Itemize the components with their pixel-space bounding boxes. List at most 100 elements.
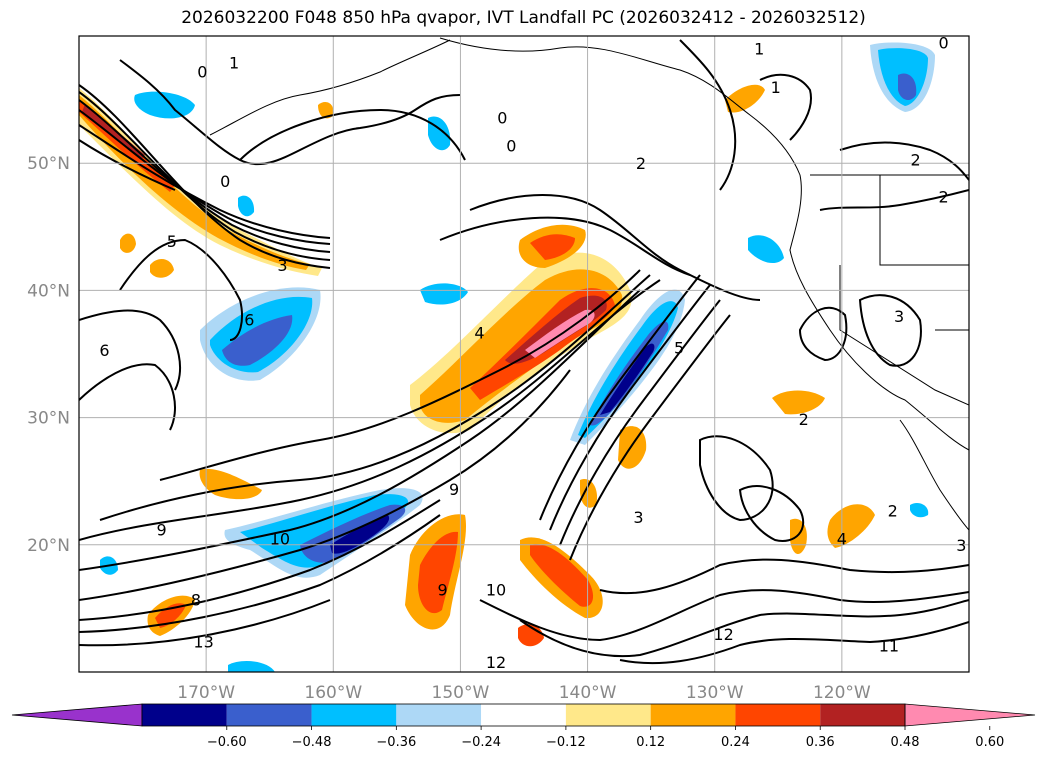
contour-label: 3 [956, 536, 966, 555]
colorbar-segment [565, 704, 651, 726]
positive-anomaly-fill [82, 104, 145, 160]
x-tick-label: 160°W [304, 683, 362, 703]
colorbar-tick-label: −0.60 [207, 735, 247, 750]
colorbar-tick-label: 0.12 [636, 735, 665, 750]
contour-label: 2 [799, 410, 809, 429]
negative-anomaly-fill [600, 343, 655, 415]
colorbar-segment [142, 704, 227, 726]
colorbar-segment [735, 704, 821, 726]
colorbar-extend-low [11, 703, 143, 727]
contour-label: 3 [277, 256, 287, 275]
contour-label: 4 [474, 323, 484, 342]
contour-label: 0 [938, 33, 948, 52]
contour-label: 1 [771, 78, 781, 97]
negative-anomaly-fill [420, 283, 468, 305]
colorbar-segment [650, 704, 736, 726]
x-tick-labels: 170°W 160°W 150°W 140°W 130°W 120°W [177, 683, 871, 703]
positive-anomaly-fill [580, 479, 598, 508]
colorbar-tick-label: 0.24 [721, 735, 750, 750]
y-tick-labels: 50°N 40°N 30°N 20°N [27, 154, 70, 556]
positive-anomaly-fill [618, 426, 647, 469]
negative-anomaly-fill [134, 91, 195, 119]
contour-label: 0 [506, 136, 516, 155]
contour-label: 2 [636, 154, 646, 173]
positive-anomaly-fill [318, 102, 334, 119]
colorbar-segment [481, 704, 566, 726]
negative-anomaly-fill [330, 515, 390, 554]
colorbar-segment [396, 704, 482, 726]
contour-label: 6 [244, 311, 254, 330]
positive-anomaly-fill [155, 603, 186, 628]
positive-anomaly-fill [530, 234, 575, 260]
y-tick-label: 30°N [27, 409, 70, 429]
positive-anomaly-fill [150, 258, 174, 278]
y-tick-label: 50°N [27, 154, 70, 174]
colorbar-frame [141, 703, 906, 727]
contour-label: 0 [197, 63, 207, 82]
negative-anomaly-fill [228, 660, 275, 672]
ivt-contour-layer [79, 39, 969, 665]
x-tick-label: 170°W [177, 683, 235, 703]
positive-anomaly-fill [418, 531, 458, 614]
contour-label: 9 [449, 480, 459, 499]
chart-title: 2026032200 F048 850 hPa qvapor, IVT Land… [181, 8, 866, 28]
contour-label: 5 [674, 339, 684, 358]
contour-label: 3 [894, 307, 904, 326]
contour-label: 0 [220, 172, 230, 191]
positive-anomaly-fill [120, 233, 136, 253]
colorbar-segment [820, 704, 905, 726]
contour-label: 2 [888, 501, 898, 520]
contour-label: 9 [157, 521, 167, 540]
negative-anomaly-fill [222, 315, 293, 366]
colorbar-segment [311, 704, 397, 726]
contour-label: 1 [229, 54, 239, 73]
colorbar: −0.60 −0.48 −0.36 −0.24 −0.12 0.12 0.24 0.36 0.4… [11, 703, 1036, 750]
contour-label: 10 [486, 580, 506, 599]
positive-anomaly-fill [518, 624, 544, 647]
colorbar-tick-label: −0.24 [461, 735, 501, 750]
negative-anomaly-fill [898, 73, 917, 101]
graticule [79, 36, 969, 672]
colorbar-tick-label: 0.48 [891, 735, 920, 750]
x-tick-label: 130°W [686, 683, 744, 703]
positive-anomaly-fill [530, 544, 594, 607]
y-tick-label: 20°N [27, 536, 70, 556]
contour-label: 13 [193, 632, 213, 651]
negative-anomaly-fill [240, 494, 409, 568]
x-tick-label: 150°W [432, 683, 490, 703]
coastline-layer [209, 37, 969, 531]
contour-label: 10 [270, 529, 290, 548]
contour-label: 0 [497, 108, 507, 127]
contour-label: 3 [633, 508, 643, 527]
contour-label: 12 [713, 625, 733, 644]
positive-anomaly-fill [725, 84, 765, 113]
contour-label: 2 [911, 150, 921, 169]
colorbar-tick-label: −0.48 [292, 735, 332, 750]
contour-label: 12 [486, 653, 506, 672]
x-tick-label: 140°W [559, 683, 617, 703]
contour-label: 11 [879, 636, 899, 655]
colorbar-extend-high [904, 703, 1036, 727]
contour-label: 6 [99, 341, 109, 360]
colorbar-segment [226, 704, 312, 726]
contour-label: 4 [837, 529, 847, 548]
contour-label: 8 [191, 590, 201, 609]
colorbar-tick-label: 0.60 [975, 735, 1004, 750]
positive-anomaly-fill [772, 390, 825, 415]
negative-anomaly-fill [238, 195, 255, 217]
y-tick-label: 40°N [27, 281, 70, 301]
colorbar-tick-label: −0.12 [546, 735, 586, 750]
negative-anomaly-fill [910, 503, 929, 518]
colorbar-tick-label: 0.36 [806, 735, 835, 750]
plot-frame [78, 35, 970, 673]
contour-label: 2 [938, 187, 948, 206]
contour-label: 9 [438, 580, 448, 599]
contour-label: 5 [167, 232, 177, 251]
negative-anomaly-fill [748, 235, 784, 264]
positive-anomaly-fill [827, 504, 875, 548]
x-tick-label: 120°W [813, 683, 871, 703]
contour-label: 1 [754, 40, 764, 59]
colorbar-tick-label: −0.36 [376, 735, 416, 750]
